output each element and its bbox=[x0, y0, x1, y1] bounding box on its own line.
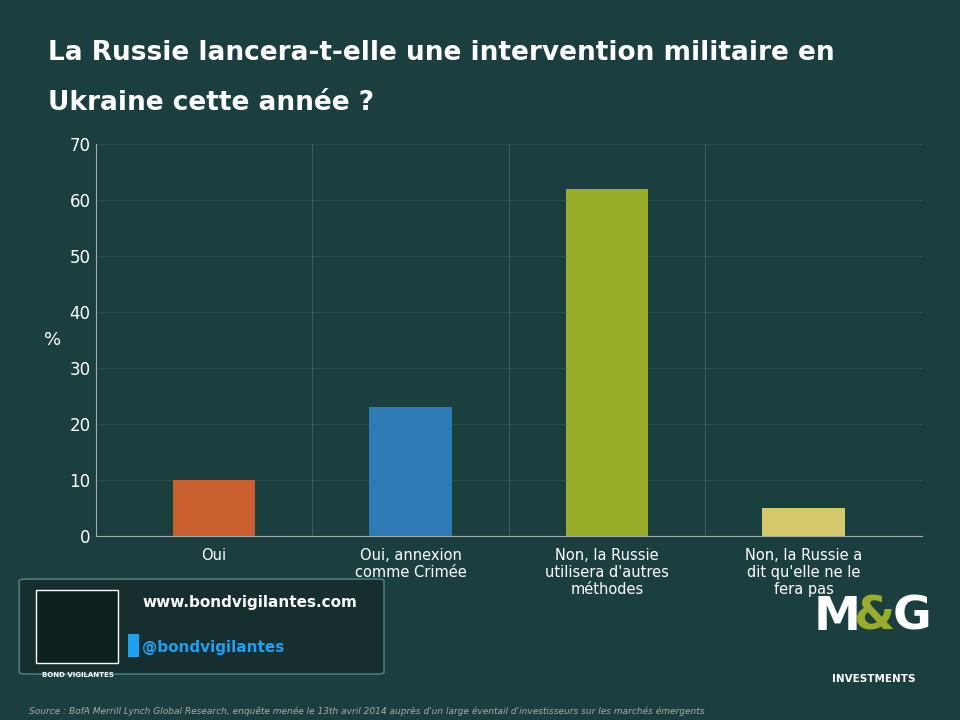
Text: G: G bbox=[893, 595, 931, 639]
Bar bbox=[762, 508, 845, 536]
Text: INVESTMENTS: INVESTMENTS bbox=[832, 674, 915, 684]
FancyBboxPatch shape bbox=[19, 579, 384, 674]
Text: @bondvigilantes: @bondvigilantes bbox=[142, 639, 284, 654]
Text: Ukraine cette année ?: Ukraine cette année ? bbox=[48, 90, 374, 116]
Text: La Russie lancera-t-elle une intervention militaire en: La Russie lancera-t-elle une interventio… bbox=[48, 40, 834, 66]
Bar bbox=[128, 634, 139, 657]
Text: BOND VIGILANTES: BOND VIGILANTES bbox=[42, 672, 113, 678]
Text: www.bondvigilantes.com: www.bondvigilantes.com bbox=[142, 595, 357, 611]
Text: M: M bbox=[814, 595, 860, 639]
Text: &: & bbox=[853, 595, 894, 639]
Bar bbox=[173, 480, 255, 536]
Bar bbox=[36, 590, 118, 663]
Bar bbox=[565, 189, 648, 536]
Bar bbox=[370, 408, 452, 536]
Y-axis label: %: % bbox=[44, 331, 61, 349]
Text: Source : BofA Merrill Lynch Global Research, enquête menée le 13th avril 2014 au: Source : BofA Merrill Lynch Global Resea… bbox=[29, 707, 705, 716]
